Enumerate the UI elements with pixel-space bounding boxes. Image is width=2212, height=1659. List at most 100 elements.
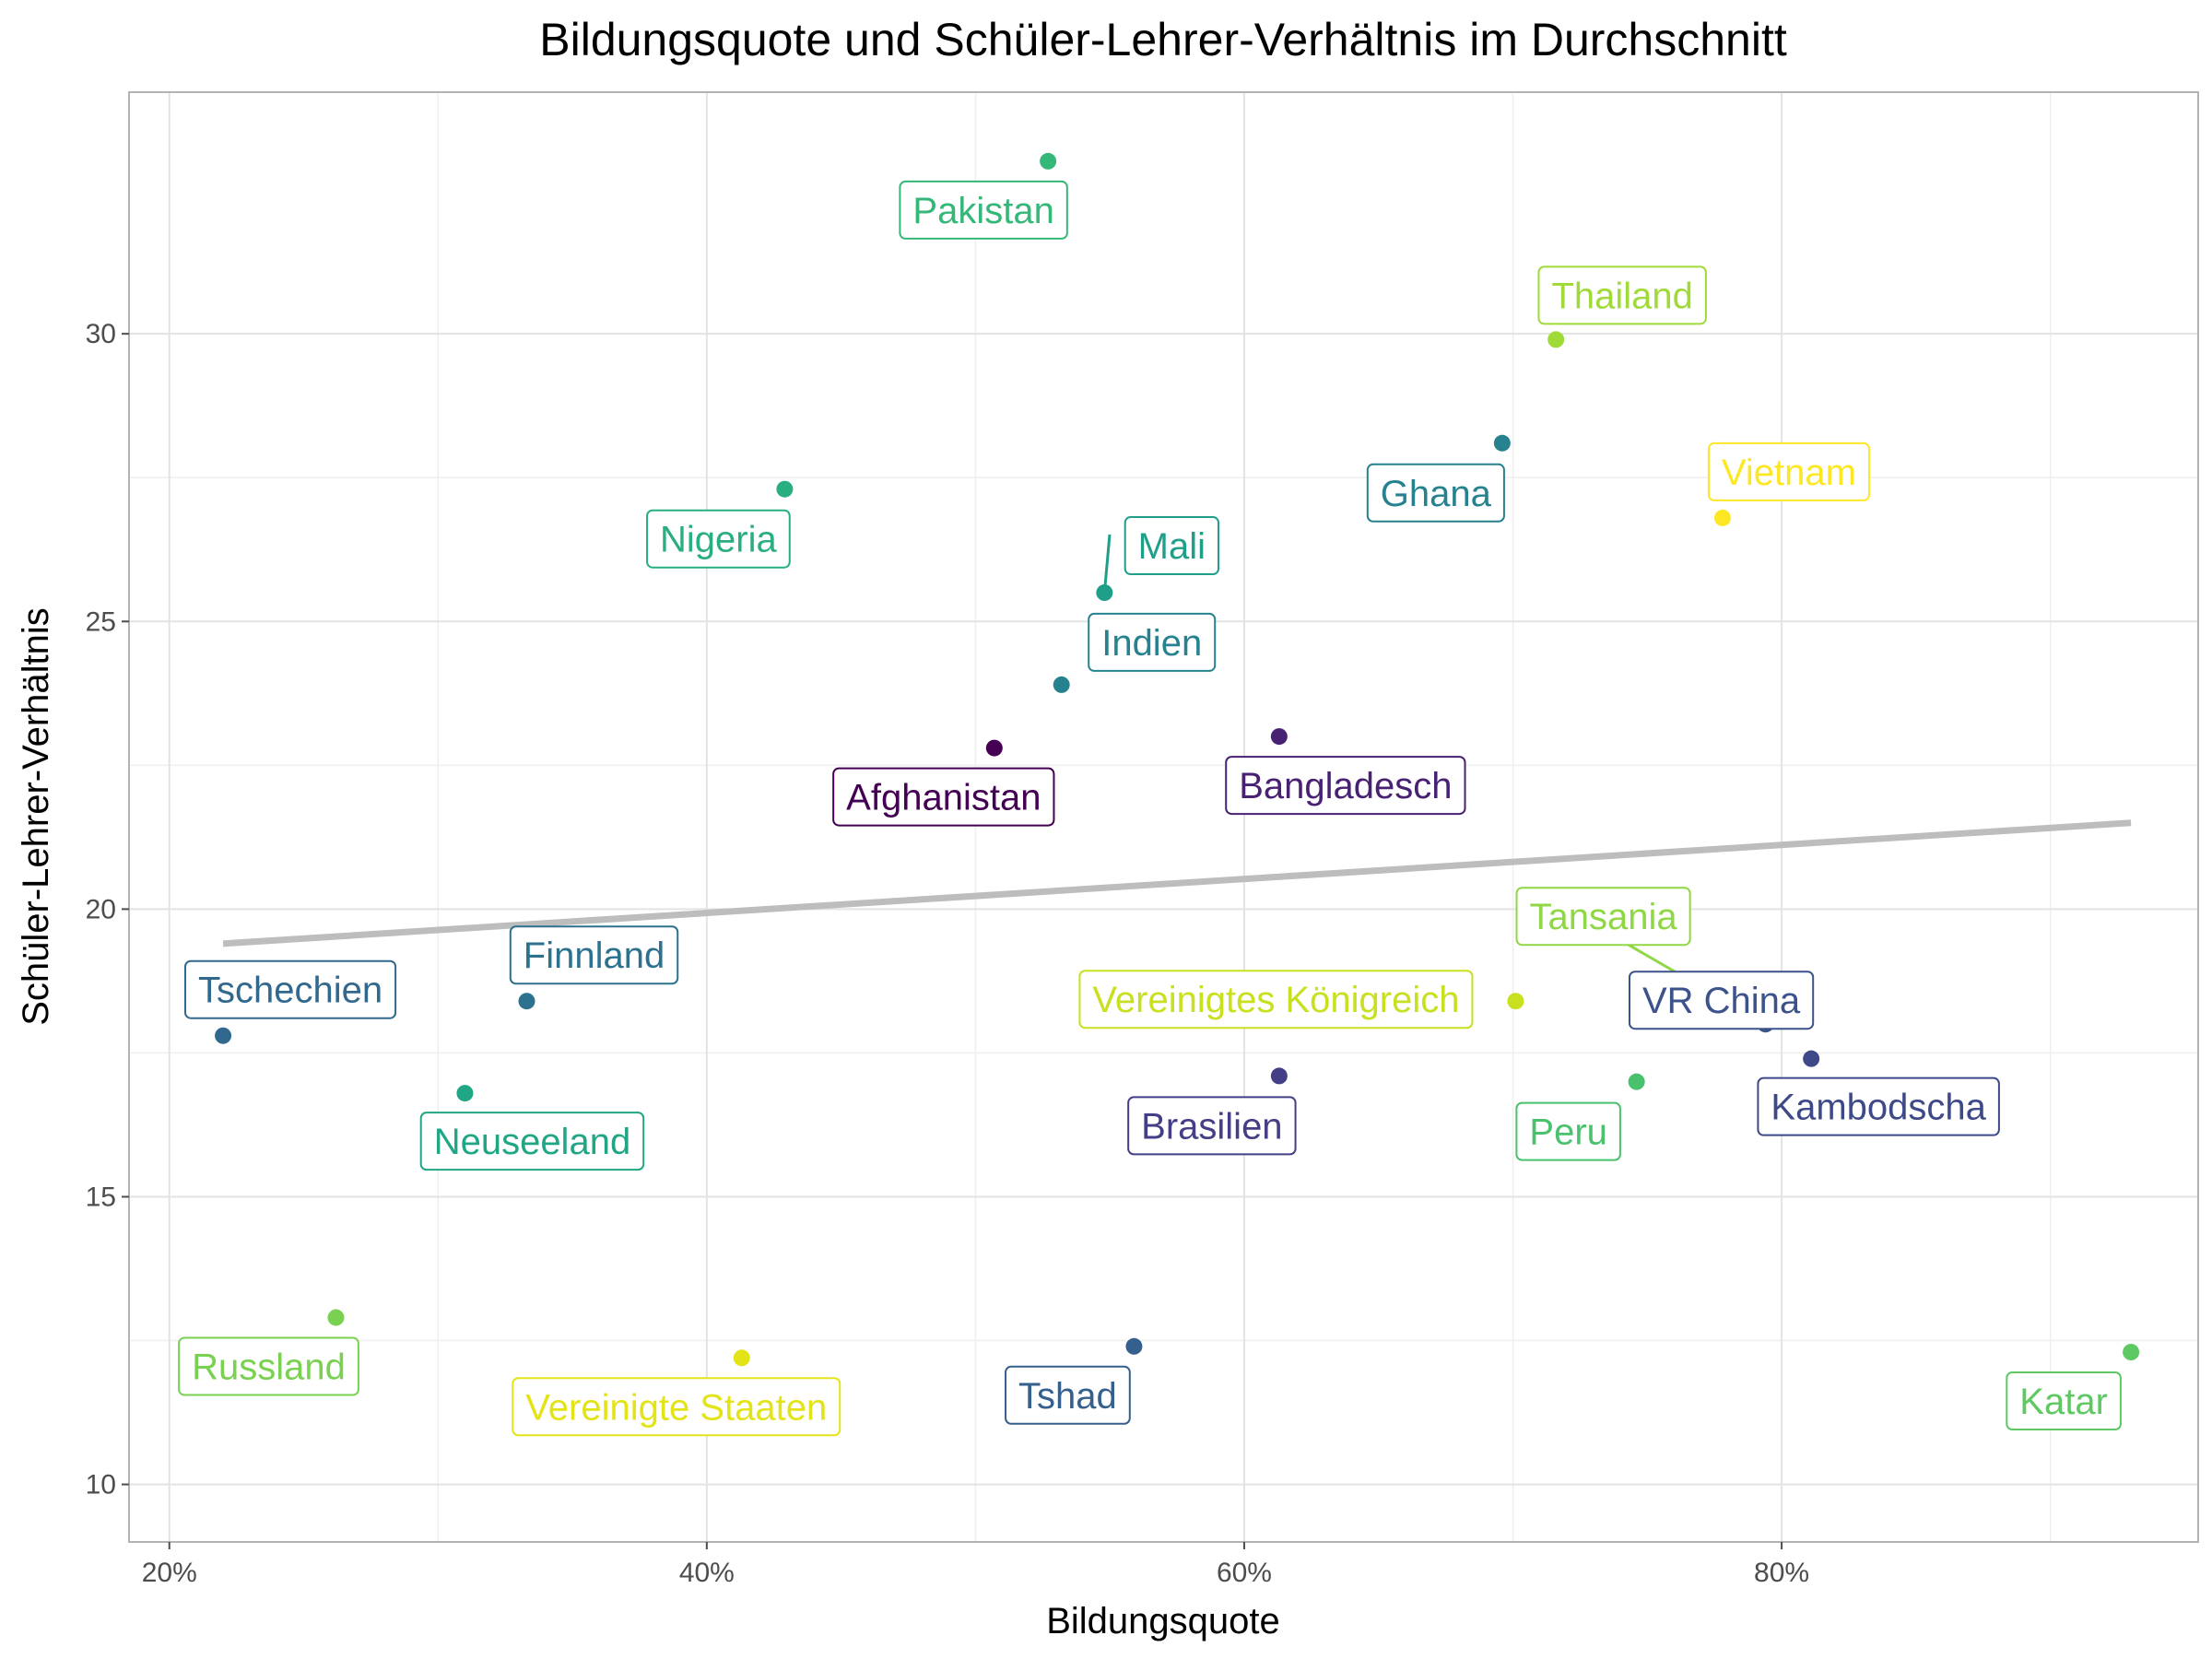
label-text-katar: Katar: [2019, 1382, 2108, 1422]
label-mali: Mali: [1124, 516, 1220, 576]
label-box-nigeria: [646, 509, 791, 569]
label-text-brasilien: Brasilien: [1141, 1106, 1282, 1147]
label-text-vietnam: Vietnam: [1722, 453, 1856, 493]
label-box-vr-china: [1628, 971, 1815, 1030]
label-box-peru: [1515, 1101, 1621, 1161]
chart-title: Bildungsquote und Schüler-Lehrer-Verhält…: [539, 14, 1787, 65]
label-text-nigeria: Nigeria: [660, 520, 777, 560]
x-tick-label: 20%: [142, 1558, 197, 1588]
label-box-afghanistan: [832, 767, 1055, 827]
label-text-russland: Russland: [192, 1347, 346, 1388]
label-text-tschechien: Tschechien: [198, 971, 382, 1011]
point-katar: [2123, 1344, 2140, 1361]
label-tschechien: Tschechien: [183, 959, 397, 1019]
label-text-pakistan: Pakistan: [912, 191, 1053, 231]
point-bangladesch: [1270, 728, 1288, 746]
x-axis-title: Bildungsquote: [1046, 1601, 1280, 1641]
point-vereinigtes-konigreich: [1507, 993, 1524, 1010]
point-russland: [327, 1309, 345, 1326]
label-text-indien: Indien: [1101, 623, 1202, 664]
label-text-neuseeland: Neuseeland: [434, 1122, 631, 1162]
point-tschechien: [215, 1027, 232, 1044]
trend-line: [222, 819, 2132, 947]
y-tick-label: 30: [86, 319, 116, 349]
label-russland: Russland: [178, 1336, 359, 1396]
point-kambodscha: [1803, 1050, 1820, 1067]
y-tick-label: 20: [86, 894, 116, 924]
label-vietnam: Vietnam: [1707, 441, 1870, 501]
point-afghanistan: [985, 739, 1003, 757]
label-indien: Indien: [1088, 612, 1217, 672]
y-axis-ticks: 10 15 20 25 30: [86, 319, 129, 1500]
point-vereinigte-staaten: [733, 1349, 750, 1367]
label-box-katar: [2006, 1371, 2122, 1431]
label-box-tschechien: [183, 959, 397, 1019]
x-tick-label: 80%: [1754, 1558, 1809, 1588]
point-nigeria: [776, 480, 794, 498]
plot-border: [128, 91, 2199, 1543]
point-labels: Pakistan Thailand Ghana Vietnam Nigeria Mali I…: [178, 180, 2122, 1437]
x-tick-label: 40%: [679, 1558, 735, 1588]
label-vereinigte-staaten: Vereinigte Staaten: [512, 1377, 841, 1437]
y-tick-label: 10: [86, 1470, 116, 1500]
label-vr-china: VR China: [1628, 971, 1815, 1030]
point-brasilien: [1270, 1067, 1288, 1085]
label-text-kambodscha: Kambodscha: [1771, 1088, 1986, 1128]
label-box-brasilien: [1127, 1096, 1297, 1156]
label-text-tshad: Tshad: [1018, 1376, 1117, 1417]
label-brasilien: Brasilien: [1127, 1096, 1297, 1156]
label-kambodscha: Kambodscha: [1757, 1077, 2000, 1136]
label-box-neuseeland: [419, 1112, 645, 1171]
label-thailand: Thailand: [1537, 265, 1707, 325]
point-mali: [1096, 584, 1113, 602]
point-neuseeland: [456, 1085, 474, 1102]
label-text-mali: Mali: [1138, 526, 1206, 567]
label-ghana: Ghana: [1366, 463, 1505, 523]
label-text-tansania: Tansania: [1530, 897, 1678, 937]
label-text-vr-china: VR China: [1642, 981, 1801, 1021]
point-indien: [1053, 676, 1070, 693]
label-box-thailand: [1537, 265, 1707, 325]
label-peru: Peru: [1515, 1101, 1621, 1161]
label-box-russland: [178, 1336, 359, 1396]
label-tansania: Tansania: [1515, 887, 1691, 947]
label-text-bangladesch: Bangladesch: [1239, 766, 1452, 806]
label-text-peru: Peru: [1529, 1112, 1607, 1153]
major-gridlines: [129, 92, 2198, 1542]
label-katar: Katar: [2006, 1371, 2122, 1431]
label-box-tansania: [1515, 887, 1691, 947]
y-tick-label: 15: [86, 1182, 116, 1212]
label-pakistan: Pakistan: [899, 180, 1068, 240]
x-tick-label: 60%: [1217, 1558, 1272, 1588]
label-box-finnland: [509, 925, 679, 985]
point-vietnam: [1713, 509, 1731, 526]
label-text-afghanistan: Afghanistan: [846, 778, 1041, 818]
label-box-tshad: [1005, 1365, 1131, 1425]
label-text-vereinigte-staaten: Vereinigte Staaten: [525, 1387, 827, 1428]
point-thailand: [1547, 331, 1565, 348]
label-box-ghana: [1366, 463, 1505, 523]
label-bangladesch: Bangladesch: [1225, 756, 1466, 816]
label-vereinigtes-konigreich: Vereinigtes Königreich: [1078, 970, 1474, 1030]
label-text-vereinigtes-konigreich: Vereinigtes Königreich: [1092, 980, 1459, 1020]
point-ghana: [1493, 434, 1511, 452]
label-box-indien: [1088, 612, 1217, 672]
label-tshad: Tshad: [1005, 1365, 1131, 1425]
trend-line-group: [222, 819, 2132, 947]
label-finnland: Finnland: [509, 925, 679, 985]
plot-panel: [129, 92, 2198, 1542]
label-text-ghana: Ghana: [1381, 474, 1492, 514]
label-afghanistan: Afghanistan: [832, 767, 1055, 827]
point-peru: [1628, 1073, 1645, 1090]
label-box-kambodscha: [1757, 1077, 2000, 1136]
y-axis-title: Schüler-Lehrer-Verhältnis: [16, 607, 56, 1026]
label-box-bangladesch: [1225, 756, 1466, 816]
label-text-finnland: Finnland: [524, 935, 665, 976]
label-box-vietnam: [1707, 441, 1870, 501]
point-tshad: [1125, 1337, 1143, 1355]
label-box-vereinigte-staaten: [512, 1377, 841, 1437]
label-box-vereinigtes-konigreich: [1078, 970, 1474, 1030]
label-text-thailand: Thailand: [1551, 276, 1692, 316]
point-finnland: [518, 993, 535, 1010]
